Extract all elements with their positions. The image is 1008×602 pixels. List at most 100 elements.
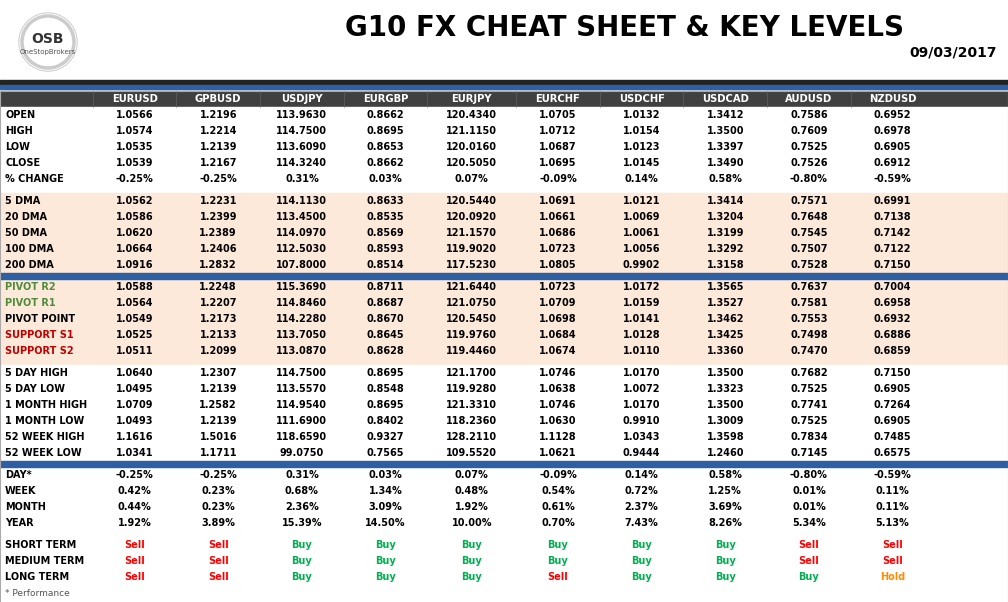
Text: 0.9327: 0.9327 <box>367 432 404 442</box>
Text: 1.0495: 1.0495 <box>116 384 153 394</box>
Bar <box>0 279 1008 295</box>
Bar <box>0 187 1008 193</box>
Text: 1.2406: 1.2406 <box>200 244 237 254</box>
Bar <box>0 311 1008 327</box>
Text: 1.0493: 1.0493 <box>116 416 153 426</box>
Text: 1.0525: 1.0525 <box>116 330 153 340</box>
Bar <box>0 461 1008 467</box>
Text: 1.0123: 1.0123 <box>623 142 660 152</box>
Text: 1.0687: 1.0687 <box>539 142 577 152</box>
Text: 0.48%: 0.48% <box>455 486 489 496</box>
Text: 52 WEEK HIGH: 52 WEEK HIGH <box>5 432 85 442</box>
Text: 0.7581: 0.7581 <box>790 298 828 308</box>
Text: 20 DMA: 20 DMA <box>5 212 47 222</box>
Text: 0.7004: 0.7004 <box>874 282 911 292</box>
Text: 1.2167: 1.2167 <box>200 158 237 168</box>
Text: 2.36%: 2.36% <box>285 502 319 512</box>
Text: 1.3360: 1.3360 <box>707 346 744 356</box>
Text: 0.7507: 0.7507 <box>790 244 828 254</box>
Text: 3.09%: 3.09% <box>369 502 402 512</box>
Text: Buy: Buy <box>631 540 652 550</box>
Text: 0.9444: 0.9444 <box>623 448 660 458</box>
Text: 119.9020: 119.9020 <box>447 244 497 254</box>
Text: 0.7122: 0.7122 <box>874 244 911 254</box>
Text: 113.5570: 113.5570 <box>276 384 328 394</box>
Text: 121.0750: 121.0750 <box>447 298 497 308</box>
Text: 7.43%: 7.43% <box>625 518 658 528</box>
Text: 1.0698: 1.0698 <box>539 314 577 324</box>
Text: 0.6932: 0.6932 <box>874 314 911 324</box>
Text: 0.9902: 0.9902 <box>623 260 660 270</box>
Text: 117.5230: 117.5230 <box>447 260 497 270</box>
Text: 1.2582: 1.2582 <box>200 400 237 410</box>
Text: Buy: Buy <box>798 572 820 582</box>
Text: 09/03/2017: 09/03/2017 <box>909 45 997 59</box>
Text: 0.7145: 0.7145 <box>790 448 828 458</box>
Text: 1.3462: 1.3462 <box>707 314 744 324</box>
Text: 115.3690: 115.3690 <box>276 282 328 292</box>
Text: 1.2389: 1.2389 <box>200 228 237 238</box>
Bar <box>0 327 1008 343</box>
Text: LOW: LOW <box>5 142 30 152</box>
Text: 1.3500: 1.3500 <box>707 126 744 136</box>
Text: 1.0709: 1.0709 <box>116 400 153 410</box>
Text: 1.3158: 1.3158 <box>707 260 744 270</box>
Bar <box>0 343 1008 359</box>
Text: 1.0128: 1.0128 <box>623 330 660 340</box>
Text: 1.0121: 1.0121 <box>623 196 660 206</box>
Text: 0.11%: 0.11% <box>876 486 909 496</box>
Text: 0.6886: 0.6886 <box>874 330 911 340</box>
Text: 1.2460: 1.2460 <box>707 448 744 458</box>
Text: 1.0061: 1.0061 <box>623 228 660 238</box>
Text: 1.3323: 1.3323 <box>707 384 744 394</box>
Text: 0.8662: 0.8662 <box>367 110 404 120</box>
Text: 113.7050: 113.7050 <box>276 330 328 340</box>
Text: 121.1700: 121.1700 <box>447 368 497 378</box>
Text: OSB: OSB <box>31 32 65 46</box>
Bar <box>0 483 1008 499</box>
Text: 15.39%: 15.39% <box>281 518 323 528</box>
Text: 5.34%: 5.34% <box>792 518 826 528</box>
Text: 0.42%: 0.42% <box>118 486 151 496</box>
Text: Sell: Sell <box>124 572 145 582</box>
Text: 1.2133: 1.2133 <box>200 330 237 340</box>
Text: 1.0686: 1.0686 <box>539 228 577 238</box>
Text: 0.8593: 0.8593 <box>367 244 404 254</box>
Text: 120.5440: 120.5440 <box>447 196 497 206</box>
Text: 1.3527: 1.3527 <box>707 298 744 308</box>
Bar <box>0 499 1008 515</box>
Text: 1.3199: 1.3199 <box>707 228 744 238</box>
Text: 1.0705: 1.0705 <box>539 110 577 120</box>
Text: 1.2248: 1.2248 <box>200 282 237 292</box>
Text: MONTH: MONTH <box>5 502 46 512</box>
Text: 0.8569: 0.8569 <box>367 228 404 238</box>
Text: 0.7138: 0.7138 <box>874 212 911 222</box>
Text: 0.6905: 0.6905 <box>874 416 911 426</box>
Circle shape <box>19 13 77 71</box>
Text: 0.6575: 0.6575 <box>874 448 911 458</box>
Text: 0.70%: 0.70% <box>541 518 575 528</box>
Text: 1.0586: 1.0586 <box>116 212 153 222</box>
Text: Sell: Sell <box>798 556 820 566</box>
Text: 120.0160: 120.0160 <box>447 142 497 152</box>
Text: 0.14%: 0.14% <box>625 470 658 480</box>
Text: EURCHF: EURCHF <box>535 94 581 104</box>
Text: 0.8670: 0.8670 <box>367 314 404 324</box>
Text: 109.5520: 109.5520 <box>447 448 497 458</box>
Text: Buy: Buy <box>631 556 652 566</box>
Text: Buy: Buy <box>715 540 736 550</box>
Text: 1.1711: 1.1711 <box>200 448 237 458</box>
Text: 1.3292: 1.3292 <box>707 244 744 254</box>
Text: 1.0805: 1.0805 <box>539 260 577 270</box>
Text: 0.6978: 0.6978 <box>874 126 911 136</box>
Bar <box>0 257 1008 273</box>
Text: 1.0621: 1.0621 <box>539 448 577 458</box>
Text: 121.1150: 121.1150 <box>447 126 497 136</box>
Text: 1.0588: 1.0588 <box>116 282 153 292</box>
Text: 0.8687: 0.8687 <box>367 298 404 308</box>
Text: -0.25%: -0.25% <box>116 174 153 184</box>
Text: 1.3009: 1.3009 <box>707 416 744 426</box>
Bar <box>0 107 1008 123</box>
Text: 0.31%: 0.31% <box>285 174 319 184</box>
Text: -0.80%: -0.80% <box>790 174 828 184</box>
